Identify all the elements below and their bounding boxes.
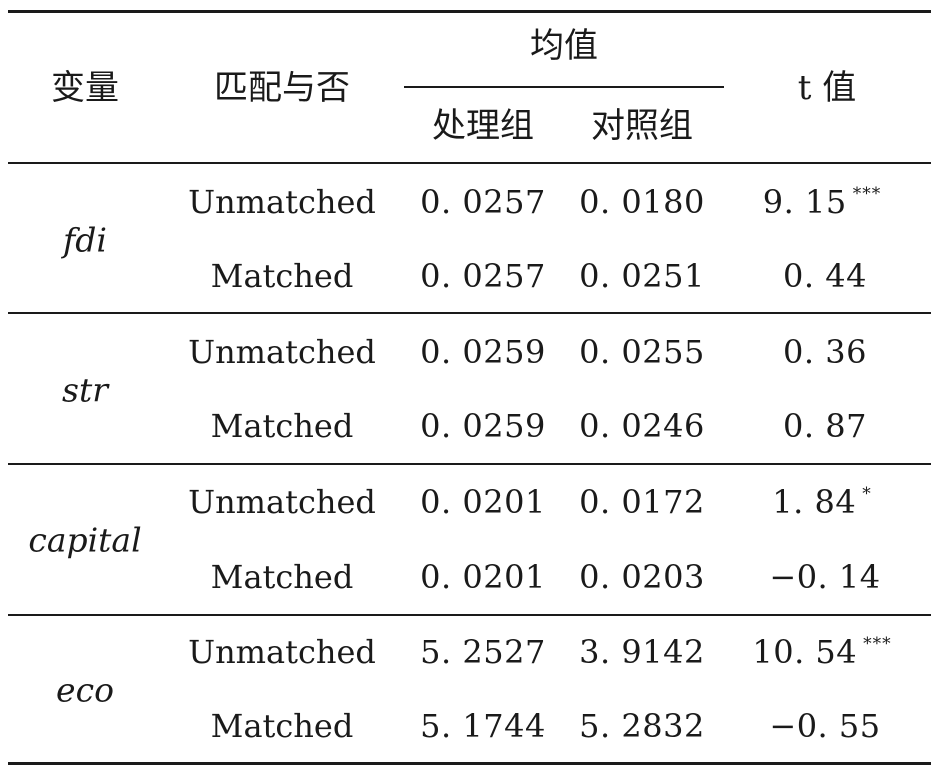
header-matched: 匹配与否 (214, 68, 350, 108)
variable-name: str (62, 370, 108, 410)
variable-name: capital (28, 520, 142, 560)
treatment-mean: 0. 0259 (420, 407, 546, 445)
control-mean: 0. 0255 (579, 333, 705, 371)
t-value-number: 0. 36 (783, 333, 867, 371)
treatment-mean: 0. 0201 (420, 483, 546, 521)
matched-status: Unmatched (188, 333, 376, 371)
t-value-number: 9. 15 (762, 183, 847, 221)
t-value-number: 1. 84 (772, 483, 857, 521)
header-tvalue: t 值 (797, 68, 857, 108)
t-value-number: 0. 44 (783, 257, 867, 295)
t-value: 1. 84 * (772, 483, 872, 521)
t-value: 9. 15 *** (762, 183, 882, 221)
control-mean: 3. 9142 (579, 633, 705, 671)
header-variable: 变量 (51, 68, 119, 108)
matched-status: Unmatched (188, 483, 376, 521)
table-bottom-rule (8, 762, 931, 765)
control-mean: 5. 2832 (579, 707, 705, 745)
treatment-mean: 5. 1744 (420, 707, 546, 745)
significance-stars: *** (852, 184, 882, 204)
table-top-rule (8, 10, 931, 13)
matched-status: Unmatched (188, 633, 376, 671)
group-divider-2 (8, 463, 931, 465)
significance-stars: *** (863, 634, 892, 654)
matched-status: Matched (210, 558, 354, 596)
t-value: 0. 36 (783, 336, 867, 368)
mean-header-underline (404, 86, 724, 88)
header-mean: 均值 (530, 26, 598, 66)
header-treatment: 处理组 (432, 106, 534, 146)
header-bottom-rule (8, 162, 931, 164)
control-mean: 0. 0251 (579, 257, 705, 295)
t-value-number: 10. 54 (752, 633, 858, 671)
t-value-number: 0. 87 (783, 407, 867, 445)
matched-status: Matched (210, 407, 354, 445)
matched-status: Matched (210, 257, 354, 295)
t-value: −0. 55 (769, 710, 880, 742)
t-value: 10. 54 *** (752, 633, 892, 671)
treatment-mean: 0. 0259 (420, 333, 546, 371)
t-value: −0. 14 (769, 561, 880, 593)
variable-name: fdi (63, 220, 107, 260)
treatment-mean: 0. 0257 (420, 257, 546, 295)
header-control: 对照组 (591, 106, 693, 146)
variable-name: eco (56, 670, 114, 710)
matched-status: Unmatched (188, 183, 376, 221)
t-value-number: −0. 14 (769, 558, 881, 596)
t-value: 0. 44 (783, 260, 867, 292)
t-value-number: −0. 55 (769, 707, 881, 745)
control-mean: 0. 0180 (579, 183, 705, 221)
treatment-mean: 0. 0257 (420, 183, 546, 221)
control-mean: 0. 0172 (579, 483, 705, 521)
significance-stars: * (862, 484, 872, 504)
group-divider-1 (8, 312, 931, 314)
control-mean: 0. 0246 (579, 407, 705, 445)
group-divider-3 (8, 614, 931, 616)
treatment-mean: 0. 0201 (420, 558, 546, 596)
matched-status: Matched (210, 707, 354, 745)
t-value: 0. 87 (783, 410, 867, 442)
treatment-mean: 5. 2527 (420, 633, 546, 671)
control-mean: 0. 0203 (579, 558, 705, 596)
